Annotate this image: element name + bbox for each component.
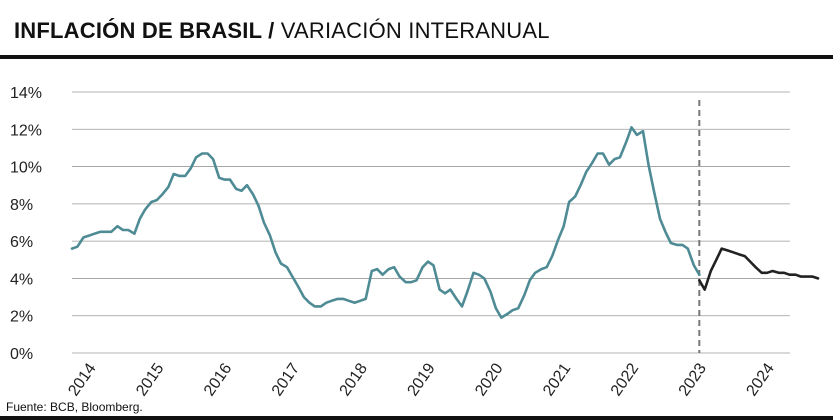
y-tick-label: 14% — [10, 85, 42, 102]
title-subtitle: VARIACIÓN INTERANUAL — [280, 18, 550, 43]
x-tick-label: 2017 — [269, 360, 303, 399]
x-tick-label: 2018 — [337, 360, 371, 399]
x-tick-label: 2021 — [540, 360, 574, 399]
x-tick-label: 2024 — [744, 360, 778, 399]
y-axis-ticks: 0% 2% 4% 6% 8% 10% 12% 14% — [10, 85, 42, 363]
series-lines — [70, 126, 820, 319]
source-note: Fuente: BCB, Bloomberg. — [6, 400, 143, 414]
gridlines — [72, 91, 790, 354]
x-tick-label: 2016 — [201, 360, 235, 399]
top-rule — [0, 55, 833, 59]
title-main: INFLACIÓN DE BRASIL — [14, 18, 262, 43]
series-line-forecast — [697, 247, 820, 291]
x-tick-label: 2014 — [65, 360, 99, 399]
bottom-rule — [0, 416, 833, 420]
y-tick-label: 0% — [10, 346, 33, 363]
x-axis-ticks: 2014 2015 2016 2017 2018 2019 2020 2021 2022 2023… — [65, 360, 778, 399]
x-tick-label: 2020 — [472, 360, 506, 399]
x-tick-label: 2019 — [404, 360, 438, 399]
y-tick-label: 10% — [10, 160, 42, 177]
title-separator: / — [261, 18, 281, 43]
x-tick-label: 2022 — [608, 360, 642, 399]
x-tick-label: 2015 — [133, 360, 167, 399]
series-line-historical — [70, 126, 701, 319]
x-tick-label: 2023 — [676, 360, 710, 399]
y-tick-label: 2% — [10, 309, 33, 326]
y-tick-label: 4% — [10, 271, 33, 288]
y-tick-label: 8% — [10, 197, 33, 214]
y-tick-label: 12% — [10, 122, 42, 139]
y-tick-label: 6% — [10, 234, 33, 251]
chart-title: INFLACIÓN DE BRASIL / VARIACIÓN INTERANU… — [14, 18, 550, 44]
